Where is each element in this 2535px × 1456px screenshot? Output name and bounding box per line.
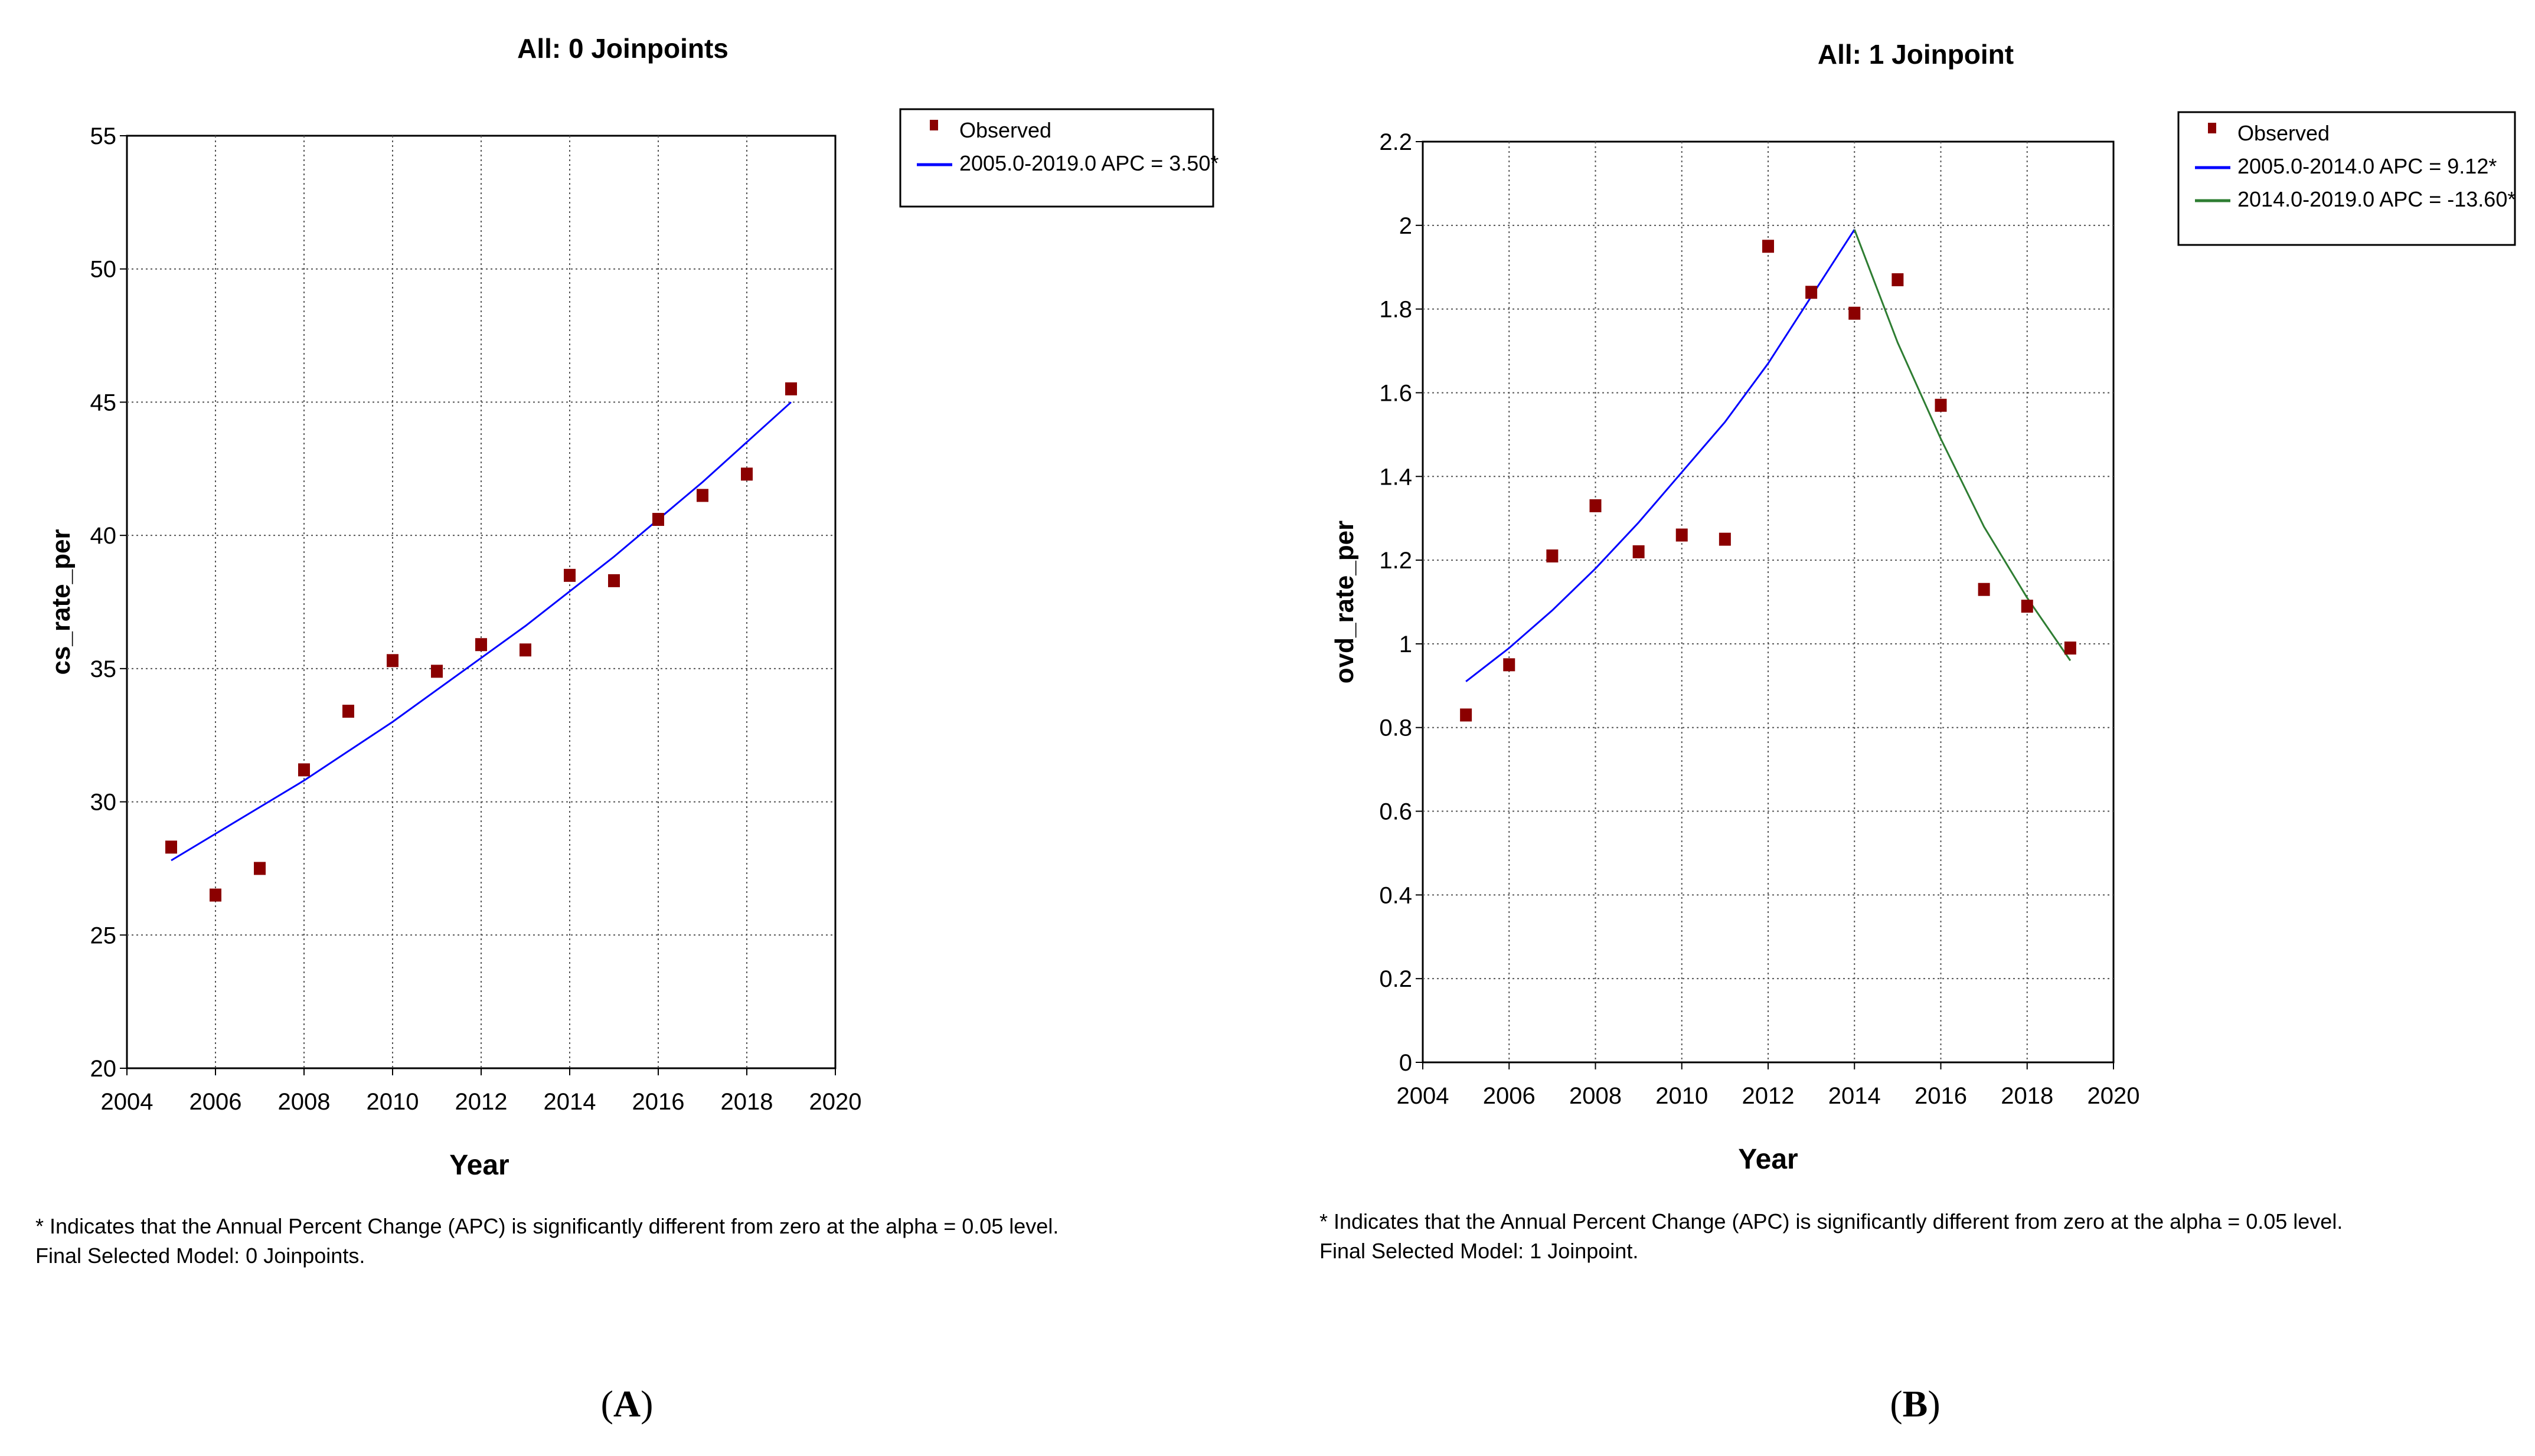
y-tick-label: 0.8: [1379, 715, 1412, 741]
panel-caption: (A): [601, 1383, 654, 1425]
observed-point: [431, 665, 443, 678]
observed-point: [1589, 499, 1602, 512]
legend-entry: 2014.0-2019.0 APC = -13.60*: [2237, 187, 2516, 211]
y-tick-label: 0.4: [1379, 882, 1412, 908]
legend-marker-observed: [2208, 123, 2216, 133]
observed-point: [165, 840, 177, 854]
observed-point: [1546, 549, 1559, 562]
x-tick-label: 2012: [455, 1089, 508, 1115]
observed-point: [342, 705, 354, 718]
observed-point: [1805, 286, 1818, 299]
observed-point: [2064, 642, 2076, 655]
observed-point: [1762, 240, 1774, 253]
y-tick-label: 1.2: [1379, 548, 1412, 574]
x-tick-label: 2020: [2088, 1083, 2140, 1109]
y-tick-label: 25: [90, 922, 117, 948]
plot-area: [1422, 140, 2115, 1064]
footnote-model: Final Selected Model: 1 Joinpoint.: [1319, 1239, 1638, 1263]
x-tick-label: 2018: [721, 1089, 773, 1115]
x-tick-label: 2020: [809, 1089, 862, 1115]
trend-line-1: [171, 401, 792, 862]
y-tick-label: 1.6: [1379, 380, 1412, 406]
observed-point: [1719, 532, 1731, 546]
observed-point: [1503, 658, 1515, 672]
footnote-significance: * Indicates that the Annual Percent Chan…: [35, 1214, 1059, 1238]
y-tick-label: 55: [90, 123, 117, 149]
y-axis-label: ovd_rate_per: [1330, 521, 1359, 683]
legend-entry: Observed: [2237, 121, 2330, 145]
legend-box: [2177, 111, 2516, 246]
observed-point: [1978, 583, 1990, 596]
legend-entry: 2005.0-2019.0 APC = 3.50*: [959, 151, 1219, 175]
x-axis-label: Year: [1738, 1144, 1798, 1175]
observed-point: [652, 513, 664, 526]
x-tick-label: 2008: [1569, 1083, 1622, 1109]
y-tick-label: 40: [90, 523, 117, 549]
y-tick-label: 0.2: [1379, 966, 1412, 992]
chart-panel-A: All: 0 Joinpoints 2004 2006 2008 2010 2012 201…: [35, 33, 1219, 1425]
observed-point: [520, 643, 531, 657]
y-tick-label: 1.4: [1379, 464, 1412, 490]
trend-line-1: [1465, 229, 1855, 682]
y-tick-label: 35: [90, 656, 117, 682]
y-tick-label: 0: [1399, 1050, 1412, 1076]
x-tick-label: 2016: [1915, 1083, 1967, 1109]
footnote-significance: * Indicates that the Annual Percent Chan…: [1319, 1209, 2343, 1233]
observed-point: [298, 763, 310, 777]
x-tick-label: 2016: [632, 1089, 685, 1115]
x-tick-label: 2004: [101, 1089, 153, 1115]
y-tick-label: 30: [90, 790, 117, 816]
observed-point: [387, 654, 398, 668]
y-tick-label: 0.6: [1379, 799, 1412, 825]
observed-point: [697, 489, 708, 502]
observed-point: [564, 568, 576, 582]
footnote-model: Final Selected Model: 0 Joinpoints.: [35, 1244, 365, 1268]
x-tick-label: 2010: [367, 1089, 419, 1115]
observed-point: [1675, 528, 1688, 542]
observed-point: [1935, 398, 1947, 412]
y-axis-label: cs_rate_per: [47, 529, 76, 675]
y-tick-label: 20: [90, 1056, 117, 1082]
x-tick-label: 2004: [1397, 1083, 1449, 1109]
y-tick-label: 1: [1399, 632, 1412, 657]
y-tick-label: 45: [90, 390, 117, 415]
legend-entry: 2005.0-2014.0 APC = 9.12*: [2237, 154, 2497, 178]
panel-caption: (B): [1890, 1383, 1940, 1425]
chart-title: All: 1 Joinpoint: [1818, 39, 2014, 70]
x-tick-label: 2006: [190, 1089, 242, 1115]
observed-point: [741, 467, 753, 481]
x-tick-label: 2018: [2001, 1083, 2053, 1109]
observed-point: [210, 888, 221, 902]
y-tick-label: 1.8: [1379, 297, 1412, 323]
x-axis-label: Year: [449, 1150, 509, 1181]
observed-point: [1892, 273, 1904, 286]
x-tick-label: 2008: [278, 1089, 331, 1115]
x-tick-label: 2010: [1655, 1083, 1708, 1109]
legend-entry: Observed: [959, 118, 1051, 142]
legend-marker-observed: [930, 120, 938, 130]
legend-box: [899, 108, 1214, 208]
trend-line-2: [1853, 229, 2072, 662]
chart-panel-B: All: 1 Joinpoint 2004 2006 2008 2010 2012 2014…: [1319, 39, 2516, 1425]
observed-point: [2021, 600, 2033, 613]
plot-area: [126, 135, 837, 1069]
x-tick-label: 2012: [1742, 1083, 1795, 1109]
observed-point: [1460, 708, 1472, 722]
chart-title: All: 0 Joinpoints: [517, 33, 729, 64]
observed-point: [1632, 545, 1645, 558]
y-tick-label: 2.2: [1379, 129, 1412, 155]
x-tick-label: 2014: [544, 1089, 596, 1115]
observed-point: [254, 862, 266, 875]
observed-point: [785, 382, 797, 395]
x-tick-label: 2014: [1828, 1083, 1881, 1109]
y-tick-label: 2: [1399, 213, 1412, 239]
y-tick-label: 50: [90, 257, 117, 283]
observed-point: [475, 638, 487, 652]
x-tick-label: 2006: [1483, 1083, 1536, 1109]
observed-point: [608, 574, 620, 587]
observed-point: [1848, 306, 1861, 320]
